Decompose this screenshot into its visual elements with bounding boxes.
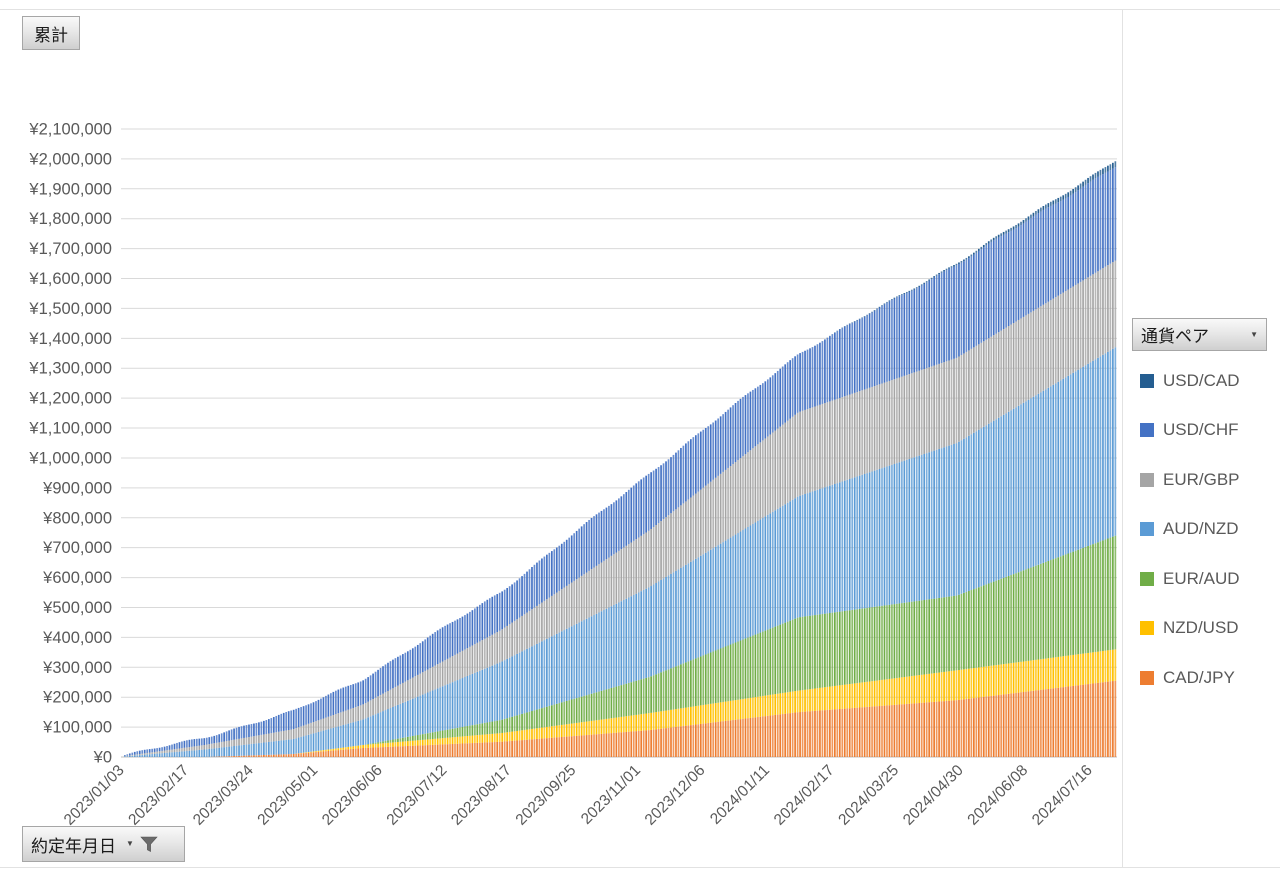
y-axis-label: ¥800,000: [42, 509, 112, 527]
x-axis-label: 2023/07/12: [384, 762, 451, 829]
legend-label: NZD/USD: [1163, 618, 1239, 638]
x-axis-label: 2023/08/17: [448, 762, 515, 829]
frame-bottom-line: [0, 867, 1280, 868]
y-axis-label: ¥600,000: [42, 569, 112, 587]
y-axis-label: ¥1,300,000: [28, 360, 112, 378]
chart-legend: USD/CAD USD/CHF EUR/GBP AUD/NZD EUR/AUD NZD/U…: [1140, 356, 1270, 703]
filter-funnel-icon: [140, 836, 158, 853]
legend-item-nzd-usd: NZD/USD: [1140, 604, 1270, 654]
frame-top-line: [0, 9, 1280, 10]
legend-field-label: 通貨ペア: [1141, 327, 1209, 346]
x-axis-label: 2023/03/24: [190, 762, 257, 829]
x-axis-label: 2023/05/01: [254, 762, 321, 829]
y-axis-label: ¥1,800,000: [28, 210, 112, 228]
x-axis-label: 2024/02/17: [771, 762, 838, 829]
y-axis-label: ¥1,100,000: [28, 420, 112, 438]
x-axis-label: 2023/02/17: [125, 762, 192, 829]
y-axis-label: ¥1,700,000: [28, 240, 112, 258]
legend-item-aud-nzd: AUD/NZD: [1140, 505, 1270, 555]
x-axis-label: 2023/11/01: [578, 762, 644, 828]
legend-item-eur-aud: EUR/AUD: [1140, 554, 1270, 604]
legend-swatch: [1140, 621, 1154, 636]
legend-item-eur-gbp: EUR/GBP: [1140, 455, 1270, 505]
x-axis-label: 2024/07/16: [1029, 762, 1096, 829]
x-axis-label: 2024/06/08: [964, 762, 1031, 829]
legend-label: EUR/GBP: [1163, 469, 1240, 489]
y-axis-label: ¥200,000: [42, 689, 112, 707]
frame-right-separator: [1122, 9, 1123, 867]
value-field-label: 累計: [34, 25, 68, 45]
y-axis-label: ¥100,000: [42, 719, 112, 737]
legend-swatch: [1140, 472, 1154, 487]
y-axis-label: ¥1,400,000: [28, 330, 112, 348]
y-axis-label: ¥1,900,000: [28, 180, 112, 198]
legend-label: USD/CHF: [1163, 420, 1239, 440]
y-axis-label: ¥400,000: [42, 629, 112, 647]
y-axis-label: ¥0: [93, 749, 112, 767]
legend-field-button[interactable]: 通貨ペア ▼: [1132, 318, 1267, 351]
x-axis-label: 2024/04/30: [900, 762, 967, 829]
y-axis-label: ¥900,000: [42, 479, 112, 497]
legend-item-usd-chf: USD/CHF: [1140, 406, 1270, 456]
legend-label: EUR/AUD: [1163, 568, 1240, 588]
caret-down-icon: ▼: [126, 839, 134, 848]
legend-swatch: [1140, 670, 1154, 685]
x-axis-label: 2024/01/11: [707, 762, 773, 828]
y-axis-label: ¥2,100,000: [28, 121, 112, 139]
y-axis-label: ¥300,000: [42, 659, 112, 677]
legend-label: CAD/JPY: [1163, 667, 1235, 687]
legend-label: USD/CAD: [1163, 370, 1240, 390]
x-axis-label: 2023/06/06: [319, 762, 386, 829]
y-axis-label: ¥700,000: [42, 539, 112, 557]
category-field-button[interactable]: 約定年月日 ▼: [22, 826, 185, 862]
x-axis-label: 2024/03/25: [835, 762, 902, 829]
value-field-button[interactable]: 累計: [22, 16, 80, 50]
y-axis-label: ¥1,600,000: [28, 270, 112, 288]
legend-swatch: [1140, 423, 1154, 438]
legend-swatch: [1140, 522, 1154, 537]
legend-swatch: [1140, 373, 1154, 388]
y-axis-label: ¥2,000,000: [28, 150, 112, 168]
category-field-label: 約定年月日: [31, 836, 116, 856]
x-axis-label: 2023/12/06: [642, 762, 709, 829]
y-axis-label: ¥1,500,000: [28, 300, 112, 318]
y-axis-label: ¥1,200,000: [28, 390, 112, 408]
legend-item-usd-cad: USD/CAD: [1140, 356, 1270, 406]
y-axis-label: ¥500,000: [42, 599, 112, 617]
legend-swatch: [1140, 571, 1154, 586]
x-axis-label: 2023/09/25: [513, 762, 580, 829]
y-axis-label: ¥1,000,000: [28, 449, 112, 467]
legend-label: AUD/NZD: [1163, 519, 1239, 539]
legend-item-cad-jpy: CAD/JPY: [1140, 653, 1270, 703]
x-axis-label: 2023/01/03: [61, 762, 128, 829]
caret-down-icon: ▼: [1250, 329, 1258, 339]
